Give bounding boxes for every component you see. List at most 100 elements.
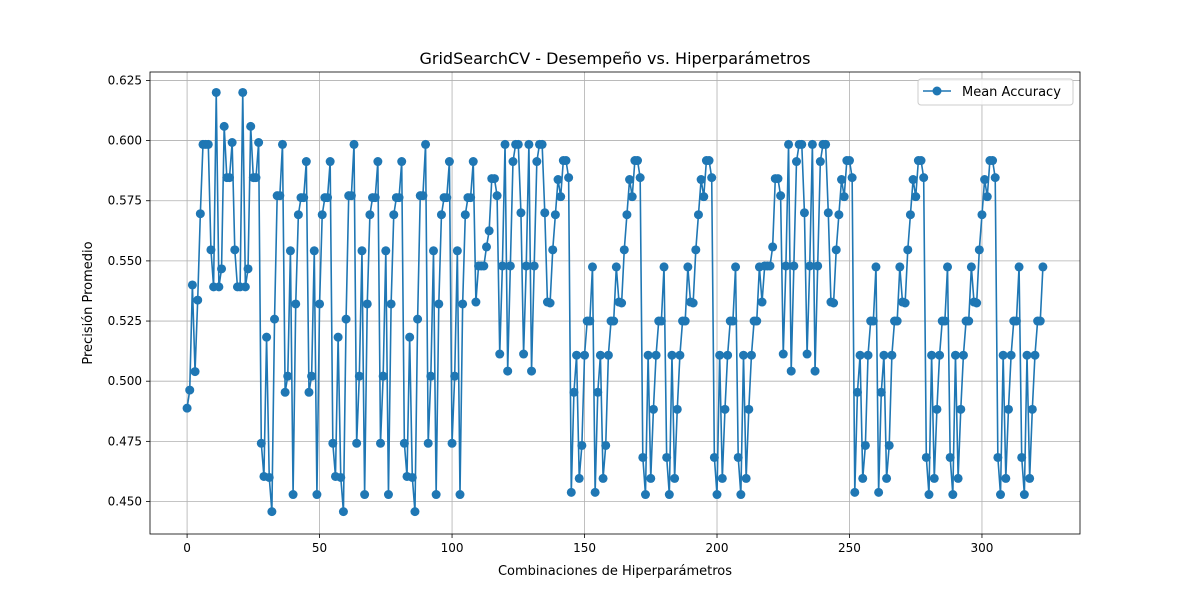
data-point	[246, 121, 256, 131]
data-point	[482, 242, 491, 252]
y-tick-label: 0.625	[108, 73, 142, 87]
data-point	[908, 175, 918, 185]
data-point	[537, 139, 547, 149]
data-point	[203, 139, 213, 149]
data-point	[224, 173, 234, 183]
data-point	[193, 295, 203, 305]
data-point	[325, 157, 335, 167]
data-point	[651, 350, 661, 360]
data-point	[982, 192, 992, 202]
data-point	[850, 487, 860, 497]
data-point	[879, 350, 889, 360]
data-point	[307, 371, 317, 381]
data-point	[797, 139, 807, 149]
data-point	[633, 156, 643, 166]
data-point	[966, 262, 976, 272]
x-tick-label: 150	[573, 541, 596, 555]
data-point	[927, 350, 937, 360]
data-point	[323, 193, 333, 203]
data-point	[357, 246, 367, 256]
data-point	[519, 349, 529, 359]
data-point	[815, 157, 825, 167]
x-tick-label: 100	[441, 541, 464, 555]
data-point	[813, 261, 823, 271]
data-point	[553, 175, 563, 185]
data-point	[376, 438, 386, 448]
data-point	[497, 261, 507, 271]
data-point	[399, 438, 409, 448]
data-point	[492, 191, 502, 201]
data-point	[974, 245, 984, 255]
data-point	[370, 193, 380, 203]
data-point	[309, 246, 319, 256]
series-points	[182, 87, 1048, 517]
legend-marker	[932, 86, 942, 96]
data-point	[431, 490, 441, 500]
data-point	[238, 87, 248, 97]
data-point	[410, 507, 420, 517]
legend-label: Mean Accuracy	[962, 85, 1061, 100]
data-point	[285, 246, 295, 256]
data-point	[407, 472, 417, 482]
data-point	[675, 350, 685, 360]
data-point	[254, 138, 264, 147]
data-point	[696, 175, 706, 185]
data-point	[935, 350, 945, 360]
data-point	[513, 139, 523, 149]
data-point	[839, 192, 849, 202]
data-point	[683, 262, 693, 272]
data-point	[267, 507, 277, 517]
data-point	[739, 350, 748, 360]
data-point	[603, 350, 613, 360]
data-point	[858, 473, 868, 483]
data-point	[1022, 350, 1032, 360]
data-point	[667, 350, 677, 360]
y-tick-label: 0.525	[108, 314, 142, 328]
data-point	[354, 371, 364, 381]
data-point	[924, 490, 934, 500]
data-point	[540, 208, 550, 218]
data-point	[638, 452, 648, 462]
data-point	[291, 299, 301, 309]
data-point	[413, 314, 423, 324]
data-point	[587, 262, 597, 272]
data-point	[598, 473, 608, 483]
data-point	[972, 298, 982, 308]
data-point	[548, 245, 558, 255]
data-point	[887, 350, 897, 360]
data-point	[950, 350, 960, 360]
data-point	[776, 191, 786, 201]
data-point	[304, 387, 314, 397]
data-point	[315, 299, 325, 309]
data-point	[262, 332, 272, 342]
data-point	[564, 173, 574, 183]
data-point	[288, 490, 298, 500]
data-point	[468, 157, 478, 167]
data-point	[990, 173, 1000, 183]
data-point	[405, 332, 415, 342]
data-point	[566, 487, 576, 497]
data-point	[810, 366, 820, 376]
data-point	[728, 316, 738, 326]
data-point	[577, 440, 587, 450]
data-point	[688, 298, 698, 308]
x-tick-label: 250	[838, 541, 861, 555]
data-point	[919, 173, 929, 183]
data-point	[958, 350, 968, 360]
data-point	[561, 156, 571, 166]
data-point	[659, 262, 669, 272]
data-point	[389, 210, 399, 220]
data-point	[921, 452, 931, 462]
data-point	[821, 139, 831, 149]
data-point	[746, 350, 756, 360]
data-point	[646, 473, 656, 483]
data-point	[495, 349, 505, 359]
x-tick-label: 200	[706, 541, 729, 555]
data-point	[736, 490, 746, 500]
y-axis-ticks: 0.450 0.475 0.500 0.525 0.550 0.575 0.600 0.625	[108, 73, 150, 509]
data-point	[895, 262, 905, 272]
data-point	[452, 246, 462, 256]
data-point	[744, 404, 754, 414]
data-point	[595, 350, 605, 360]
